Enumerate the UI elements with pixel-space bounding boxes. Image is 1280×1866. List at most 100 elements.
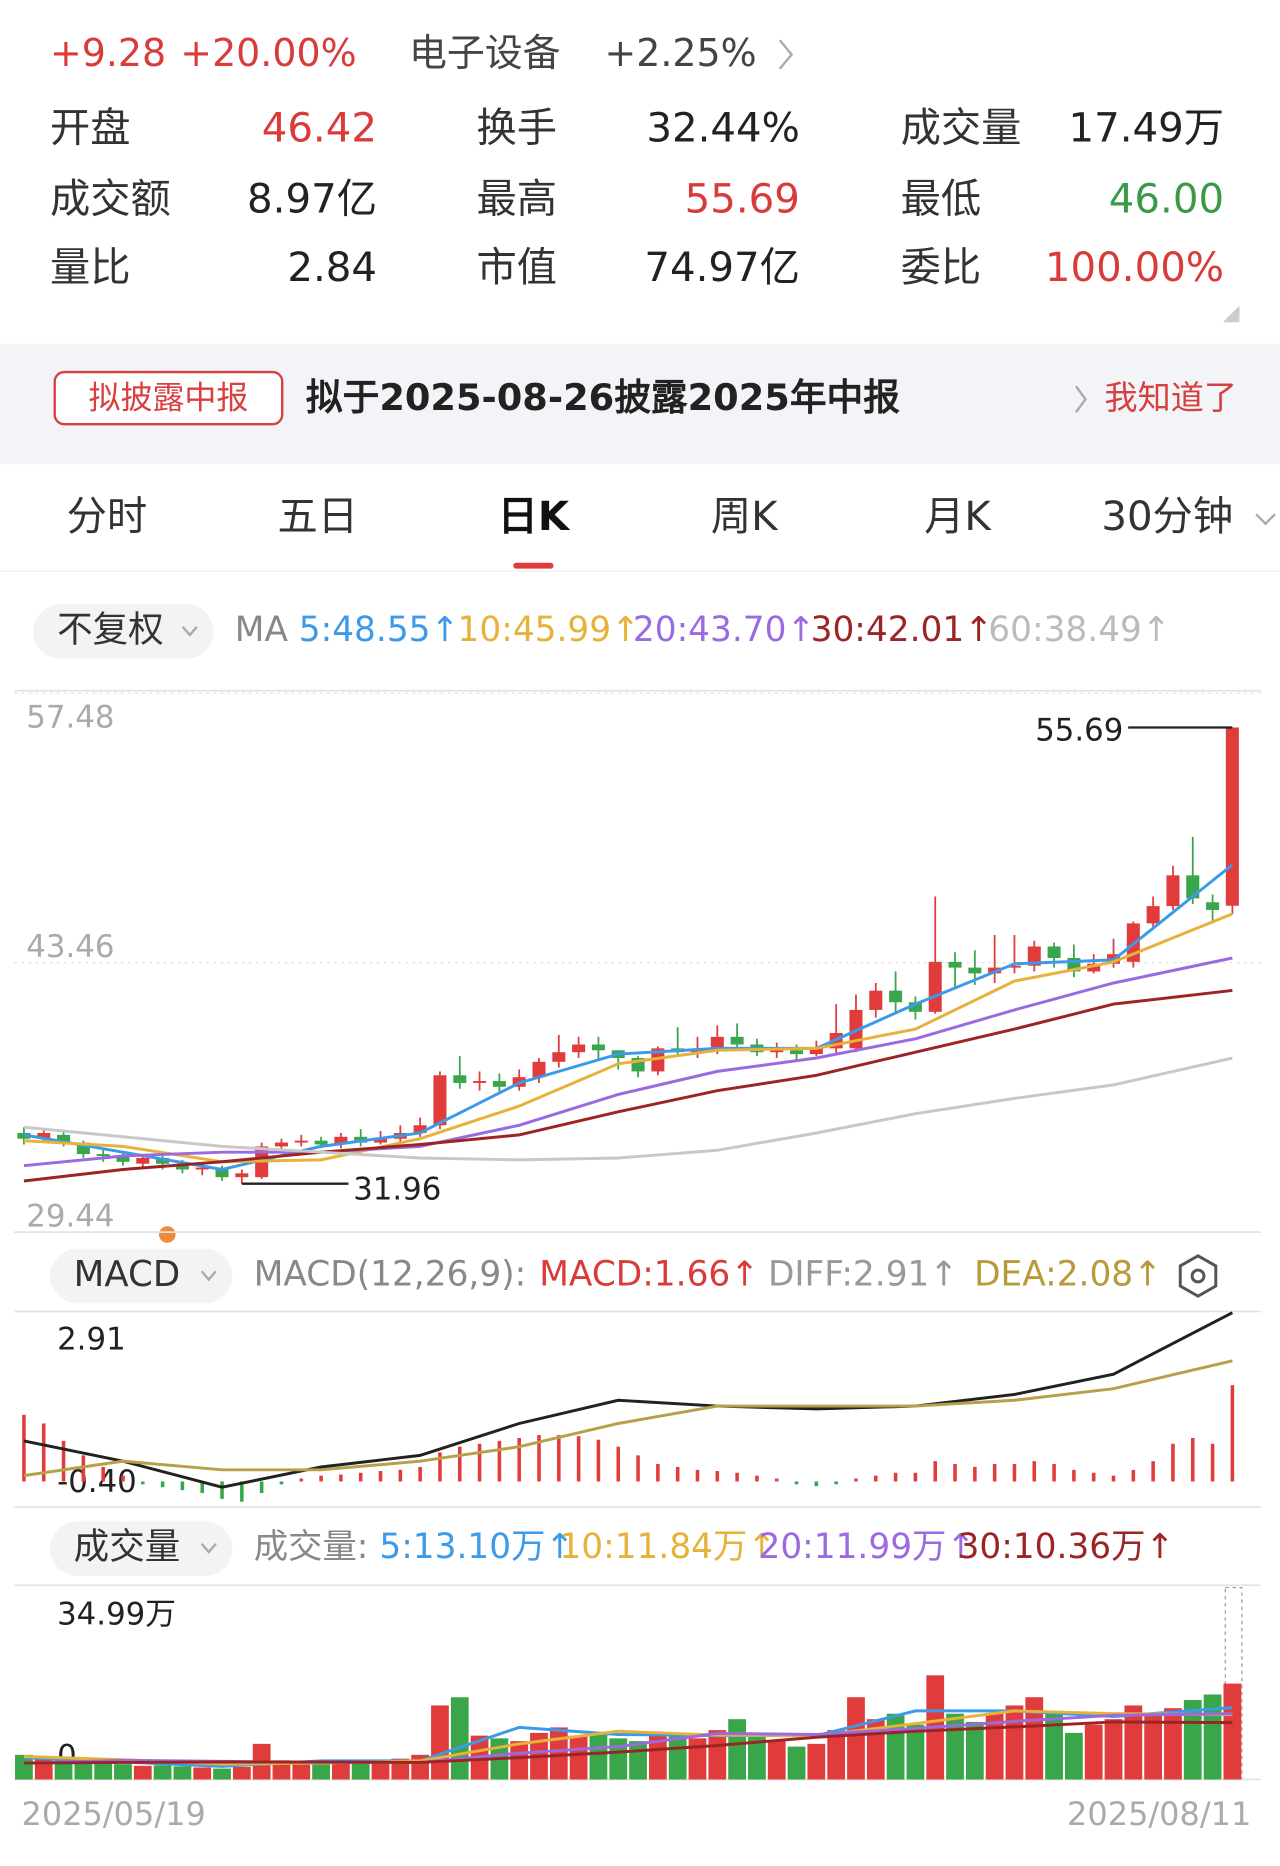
stat-label: 成交额 <box>50 176 171 222</box>
legend-item: 5:48.55↑ <box>299 610 460 650</box>
candle-body <box>928 961 942 1012</box>
macd-bar <box>339 1474 343 1482</box>
candle-body <box>1087 963 1101 972</box>
sector-name[interactable]: 电子设备 <box>409 31 561 75</box>
candle-body <box>492 1081 506 1087</box>
notice-text: 拟于2025-08-26披露2025年中报 <box>306 376 900 419</box>
candle-body <box>908 1002 922 1012</box>
legend-item: DEA:2.08↑ <box>974 1254 1162 1294</box>
legend-item: MACD:1.66↑ <box>539 1254 759 1294</box>
legend-item: 60:38.49↑ <box>988 610 1170 650</box>
indicator-line <box>23 1311 1234 1489</box>
sector-pct[interactable]: +2.25% <box>604 31 756 75</box>
tab[interactable]: 周K <box>711 494 779 540</box>
candle-body <box>473 1081 487 1083</box>
legend-item: DIFF:2.91↑ <box>768 1254 958 1294</box>
volume-bar <box>648 1735 667 1780</box>
notice-action[interactable]: 我知道了 <box>1104 378 1237 417</box>
indicator-line <box>23 1359 1233 1478</box>
selector-pill[interactable] <box>33 604 214 659</box>
selector[interactable]: MACD <box>74 1254 181 1295</box>
quote-header: +9.28 +20.00% 电子设备 +2.25% <box>50 31 1240 323</box>
stat-value: 2.84 <box>287 245 377 291</box>
volume-bar <box>767 1741 786 1780</box>
tab[interactable]: 30分钟 <box>1101 494 1233 540</box>
macd-bar <box>913 1472 918 1482</box>
notice-tag: 拟披露中报 <box>89 378 249 416</box>
macd-bar <box>378 1471 383 1482</box>
tab[interactable]: 月K <box>924 494 992 540</box>
volume-bar <box>708 1730 727 1780</box>
stat-label: 量比 <box>50 245 131 291</box>
macd-bar <box>240 1481 244 1502</box>
candle-body <box>274 1142 288 1147</box>
macd-bar <box>517 1437 521 1482</box>
macd-bar <box>101 1466 105 1482</box>
volume-bar <box>985 1713 1004 1780</box>
y-tick-label: 34.99万 <box>57 1597 176 1633</box>
tab[interactable]: 五日 <box>277 494 358 540</box>
macd-bar <box>1210 1443 1215 1482</box>
macd-bar <box>973 1466 977 1482</box>
volume-bar <box>688 1738 707 1780</box>
tab[interactable]: 日K <box>498 494 571 540</box>
candle-body <box>869 990 883 1010</box>
legend-item: 20:11.99万↑ <box>758 1527 975 1567</box>
macd-bar <box>576 1436 581 1482</box>
candle-body <box>195 1167 209 1170</box>
macd-bar <box>1230 1385 1235 1482</box>
macd-bar <box>1171 1443 1175 1482</box>
volume-bar <box>847 1697 865 1780</box>
candle-body <box>790 1050 804 1055</box>
tab[interactable]: 分时 <box>67 494 148 540</box>
macd-bar <box>1072 1469 1076 1482</box>
macd-bar <box>200 1481 204 1494</box>
macd-bar <box>160 1481 165 1488</box>
volume-bar <box>886 1713 905 1780</box>
volume-bar <box>787 1746 806 1780</box>
selector-pill[interactable] <box>49 1248 233 1304</box>
volume-bar <box>1183 1699 1202 1780</box>
macd-bar <box>1091 1472 1096 1482</box>
macd-bar <box>1151 1461 1155 1482</box>
volume-bar <box>431 1705 449 1780</box>
volume-bar <box>213 1768 231 1780</box>
legend-item: 10:11.84万↑ <box>559 1527 776 1567</box>
selector[interactable]: 成交量 <box>74 1526 181 1567</box>
volume-bar <box>351 1763 370 1780</box>
volume-bar <box>193 1767 212 1780</box>
event-marker[interactable] <box>158 1226 176 1243</box>
selector[interactable]: 不复权 <box>57 609 164 650</box>
macd-bar <box>358 1472 363 1482</box>
volume-bar <box>1144 1713 1163 1780</box>
macd-bar <box>141 1481 145 1485</box>
candle-body <box>651 1048 665 1072</box>
y-tick-label: 2.91 <box>57 1322 126 1358</box>
macd-bar <box>477 1443 482 1482</box>
legend-label: 成交量: <box>254 1527 369 1567</box>
macd-bar <box>596 1439 601 1482</box>
macd-bar <box>1131 1469 1136 1482</box>
y-tick-label: 57.48 <box>26 700 114 736</box>
price-change-pct: +20.00% <box>180 31 356 75</box>
legend-label: MACD(12,26,9): <box>254 1254 526 1294</box>
macd-bar <box>715 1471 720 1482</box>
macd-bar <box>735 1472 739 1482</box>
macd-bar <box>675 1466 680 1482</box>
stat-label: 最高 <box>477 176 558 222</box>
volume-bar <box>1164 1708 1182 1780</box>
candle-body <box>948 961 962 968</box>
settings-icon[interactable] <box>1178 1254 1218 1298</box>
stat-label: 市值 <box>477 245 558 291</box>
macd-bar <box>893 1472 898 1482</box>
hexagon-dot <box>1190 1268 1206 1284</box>
selector-pill[interactable] <box>49 1521 233 1576</box>
macd-bar <box>636 1455 640 1482</box>
candle-body <box>413 1125 427 1133</box>
macd-bar <box>774 1478 779 1482</box>
volume-bar <box>94 1761 113 1780</box>
volume-bar <box>173 1766 192 1780</box>
volume-bar <box>153 1765 172 1780</box>
volume-bar <box>906 1724 925 1780</box>
stat-value: 46.00 <box>1109 176 1224 222</box>
